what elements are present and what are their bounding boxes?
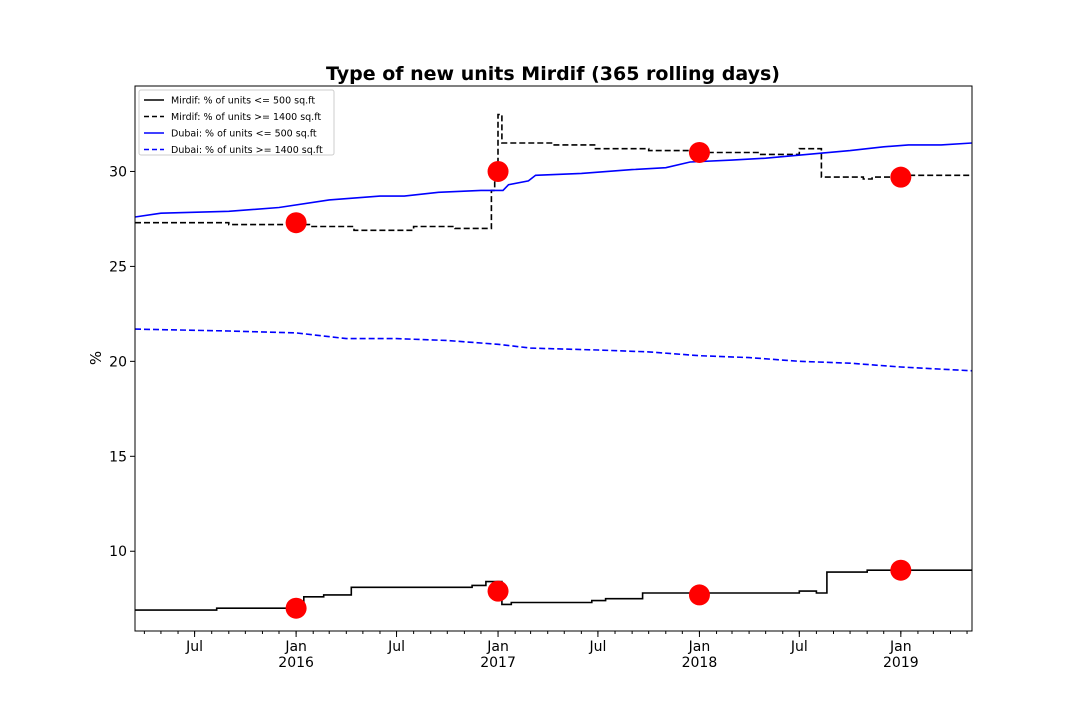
x-tick-label: Jan	[688, 639, 711, 655]
red-marker	[688, 584, 710, 606]
x-tick-label: Jul	[790, 639, 808, 655]
marker-layer	[285, 141, 912, 619]
y-axis-label: %	[87, 351, 105, 365]
chart-title: Type of new units Mirdif (365 rolling da…	[326, 63, 780, 85]
legend-label: Dubai: % of units <= 500 sq.ft	[171, 129, 317, 140]
x-tick-year-label: 2016	[278, 655, 314, 671]
x-tick-year-label: 2019	[883, 655, 919, 671]
x-tick-label: Jul	[185, 639, 203, 655]
legend: Mirdif: % of units <= 500 sq.ft Mirdif: %…	[138, 89, 335, 156]
series-line-3	[134, 142, 973, 218]
legend-label: Dubai: % of units >= 1400 sq.ft	[171, 145, 323, 156]
red-marker	[285, 212, 307, 234]
y-tick-label: 25	[109, 259, 127, 275]
plot-area	[135, 86, 972, 631]
legend-label: Mirdif: % of units >= 1400 sq.ft	[171, 112, 321, 123]
x-tick-label: Jul	[387, 639, 405, 655]
x-tick-year-label: 2018	[682, 655, 718, 671]
legend-box	[138, 89, 335, 156]
x-tick-label: Jan	[486, 639, 509, 655]
red-marker	[487, 580, 509, 602]
red-marker	[285, 597, 307, 619]
series-line-2	[135, 113, 972, 232]
red-marker	[890, 166, 912, 188]
y-tick-label: 20	[109, 354, 127, 370]
red-marker	[688, 141, 710, 163]
x-tick-year-label: 2017	[480, 655, 516, 671]
y-tick-label: 30	[109, 164, 127, 180]
y-tick-label: 10	[109, 544, 127, 560]
x-tick-label: Jan	[889, 639, 912, 655]
x-tick-label: Jan	[284, 639, 307, 655]
y-tick-label: 15	[109, 449, 127, 465]
series-line-1	[135, 569, 972, 611]
red-marker	[890, 559, 912, 581]
red-marker	[487, 160, 509, 182]
legend-label: Mirdif: % of units <= 500 sq.ft	[171, 96, 315, 107]
plot-frame	[134, 85, 973, 632]
series-layer	[134, 113, 973, 611]
x-tick-label: Jul	[588, 639, 606, 655]
